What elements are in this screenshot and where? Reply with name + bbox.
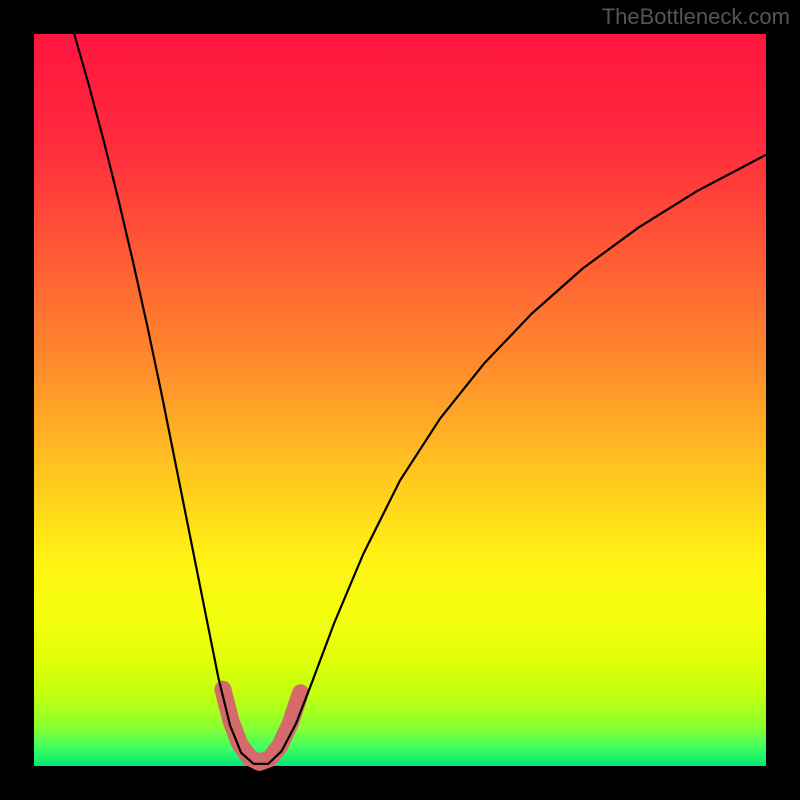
watermark-text: TheBottleneck.com xyxy=(602,4,790,30)
chart-container: TheBottleneck.com xyxy=(0,0,800,800)
plot-gradient-background xyxy=(34,34,766,766)
bottleneck-chart xyxy=(0,0,800,800)
